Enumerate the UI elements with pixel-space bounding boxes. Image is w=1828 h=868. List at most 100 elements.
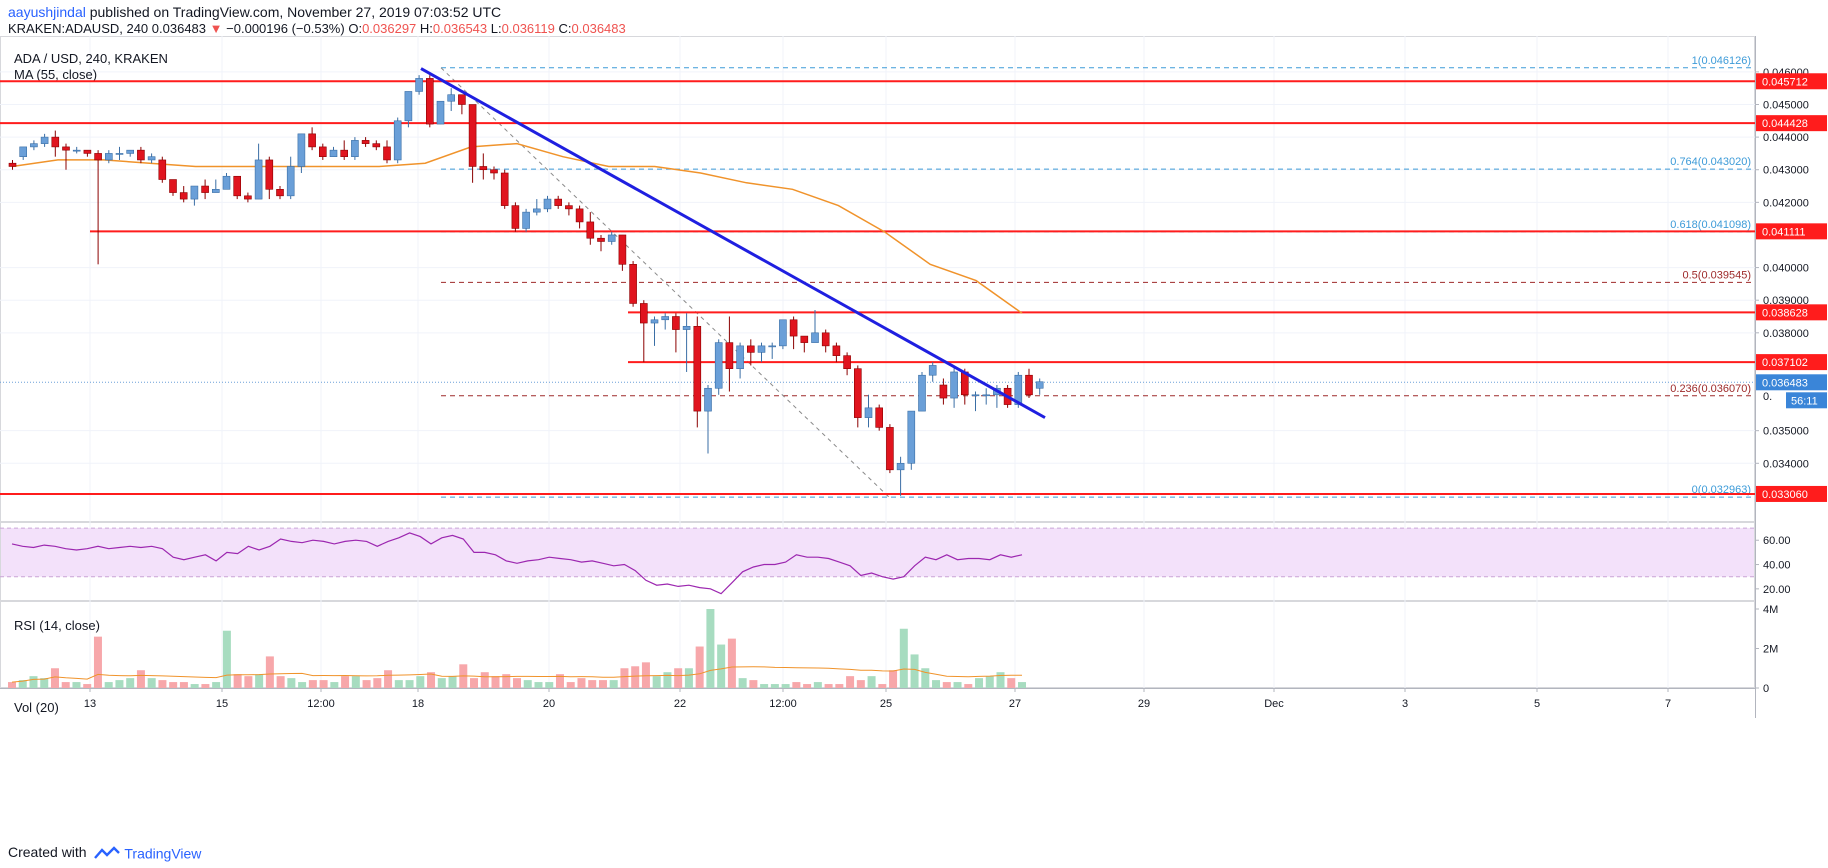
volume-bar	[308, 680, 317, 688]
published-text: published on TradingView.com, November 2…	[89, 4, 502, 20]
volume-bar	[749, 680, 758, 688]
candle-body	[308, 133, 316, 148]
volume-bar	[975, 678, 984, 688]
candle-body	[286, 166, 295, 197]
volume-bar	[83, 684, 92, 688]
candle-body	[458, 94, 466, 105]
symbol-line: KRAKEN:ADAUSD, 240	[8, 21, 149, 36]
candle-body	[222, 175, 231, 190]
volume-bar	[341, 676, 350, 688]
candle-body	[971, 394, 980, 397]
volume-bar	[50, 668, 59, 688]
close-value: 0.036483	[571, 21, 626, 36]
volume-bar	[813, 682, 822, 688]
price-axis[interactable]: 0.0460000.0450000.0440000.0430000.042000…	[1755, 67, 1827, 695]
candle-body	[51, 136, 60, 148]
rsi-pane[interactable]: RSI (14, close)	[0, 527, 1755, 633]
candle-body	[468, 104, 477, 167]
ma-line	[11, 142, 1023, 314]
open-value: 0.036297	[362, 21, 417, 36]
rsi-line	[11, 532, 1023, 595]
fib-level-label: 1(0.046126)	[1692, 55, 1751, 67]
volume-bar	[577, 678, 586, 688]
volume-bar	[470, 678, 479, 688]
chart-title: ADA / USD, 240, KRAKEN	[14, 51, 168, 66]
footer: Created with TradingView	[8, 844, 201, 861]
price-tick-label: 0.045000	[1763, 99, 1809, 111]
price-tick-label: 0.044000	[1763, 132, 1809, 144]
volume-bar	[158, 680, 167, 688]
volume-ma-line	[11, 666, 1023, 683]
volume-bar	[190, 684, 199, 688]
candle-body	[72, 149, 81, 152]
time-tick-label: 13	[84, 698, 96, 710]
price-tick-label: 0.038000	[1763, 328, 1809, 340]
volume-bar	[566, 682, 575, 688]
candle-body	[19, 146, 28, 157]
volume-bar	[147, 678, 156, 688]
volume-tick-label: 2M	[1763, 644, 1778, 656]
time-axis[interactable]: 13 15 12:00 18 20 22 12:00 25 27 29 Dec 3 5 7	[84, 688, 1671, 710]
candle-body	[244, 195, 252, 200]
volume-bar	[588, 680, 597, 688]
ohlc-line: KRAKEN:ADAUSD, 240 0.036483 ▼ −0.000196 …	[8, 21, 626, 36]
price-badge-label: 0.038628	[1762, 307, 1808, 319]
price-pane[interactable]: ADA / USD, 240, KRAKEN MA (55, close) 1(…	[0, 51, 1755, 498]
price-badge	[1756, 304, 1827, 321]
candle-body	[672, 316, 680, 330]
time-tick-label: 18	[412, 698, 424, 710]
countdown-label: 56:11	[1791, 395, 1818, 407]
volume-bar	[276, 676, 285, 688]
candle-body	[982, 394, 991, 397]
time-tick-label: 27	[1009, 698, 1021, 710]
author-link[interactable]: aayushjindal	[8, 4, 86, 20]
partial-price-label: 0.	[1763, 391, 1772, 403]
volume-bar	[265, 656, 274, 688]
volume-bar	[244, 676, 253, 688]
open-label: O:	[348, 21, 363, 36]
volume-bar	[448, 676, 457, 688]
time-tick-label: 15	[216, 698, 228, 710]
candle-body	[415, 78, 423, 92]
time-tick-label: 12:00	[307, 698, 335, 710]
price-tick-label: 0.035000	[1763, 426, 1809, 438]
last-price: 0.036483	[151, 21, 207, 36]
chart-area[interactable]: ADA / USD, 240, KRAKEN MA (55, close) 1(…	[0, 36, 1828, 841]
candle-body	[511, 205, 520, 229]
volume-bar	[942, 682, 951, 688]
candle-body	[179, 192, 188, 200]
candle-body	[115, 153, 124, 155]
candle-body	[490, 169, 498, 174]
volume-bar	[169, 682, 178, 688]
candle-body	[575, 208, 584, 223]
volume-pane[interactable]: Vol (20)	[8, 609, 1026, 715]
rsi-tick-label: 40.00	[1763, 560, 1791, 572]
volume-bar	[674, 668, 683, 688]
volume-bar	[298, 682, 307, 688]
low-value: 0.036119	[501, 21, 555, 36]
candle-body	[586, 221, 595, 239]
candle-body	[62, 146, 70, 151]
candle-body	[212, 189, 220, 193]
volume-bar	[179, 682, 188, 688]
volume-bar	[921, 668, 930, 688]
candle-body	[276, 189, 284, 197]
volume-tick-label: 0	[1763, 683, 1769, 695]
price-tick-label: 0.040000	[1763, 263, 1809, 275]
volume-bar	[835, 684, 844, 688]
volume-bar	[115, 680, 124, 688]
volume-bar	[384, 670, 393, 688]
volume-bar	[717, 644, 726, 688]
candle-body	[479, 166, 488, 171]
volume-bar	[985, 676, 994, 688]
volume-bar	[126, 678, 135, 688]
tradingview-brand[interactable]: TradingView	[124, 845, 202, 862]
volume-bar	[523, 680, 532, 688]
volume-bar	[351, 676, 360, 688]
volume-bar	[405, 680, 414, 688]
volume-bar	[373, 678, 382, 688]
volume-bar	[534, 682, 543, 688]
fib-level-label: 0.5(0.039545)	[1683, 269, 1752, 281]
volume-bar	[620, 668, 629, 688]
price-badge	[1756, 73, 1827, 90]
